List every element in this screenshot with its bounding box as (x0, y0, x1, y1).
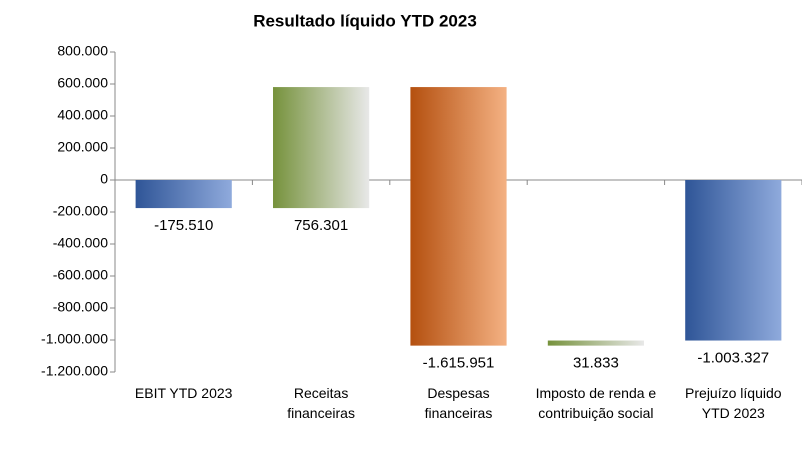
bar (410, 87, 507, 346)
bar (547, 340, 644, 346)
chart-title: Resultado líquido YTD 2023 (253, 11, 477, 30)
data-label: 756.301 (294, 217, 348, 234)
y-tick-label: 400.000 (57, 107, 108, 123)
bar (685, 180, 782, 341)
y-tick-label: 600.000 (57, 75, 108, 91)
x-tick-label: Imposto de renda e contribuição social (535, 385, 657, 421)
y-tick-label: 800.000 (57, 43, 108, 59)
y-tick-label: -400.000 (53, 235, 108, 251)
data-label: -1.615.951 (423, 355, 495, 372)
y-tick-label: -600.000 (53, 267, 108, 283)
y-tick-label: 200.000 (57, 139, 108, 155)
y-tick-label: -800.000 (53, 299, 108, 315)
x-tick-label: EBIT YTD 2023 (134, 385, 233, 401)
x-tick-label: Prejuízo líquido YTD 2023 (685, 385, 782, 421)
data-label: 31.833 (573, 355, 619, 372)
bar (135, 180, 232, 209)
data-label: -175.510 (154, 217, 213, 234)
x-tick-label: Despesas financeiras (424, 385, 493, 421)
y-tick-label: -1.000.000 (41, 331, 108, 347)
bar (273, 87, 370, 209)
x-tick-label: Receitas financeiras (287, 385, 355, 421)
data-label: -1.003.327 (697, 350, 769, 367)
y-tick-label: 0 (100, 171, 108, 187)
y-tick-label: -200.000 (53, 203, 108, 219)
y-tick-label: -1.200.000 (41, 363, 108, 379)
